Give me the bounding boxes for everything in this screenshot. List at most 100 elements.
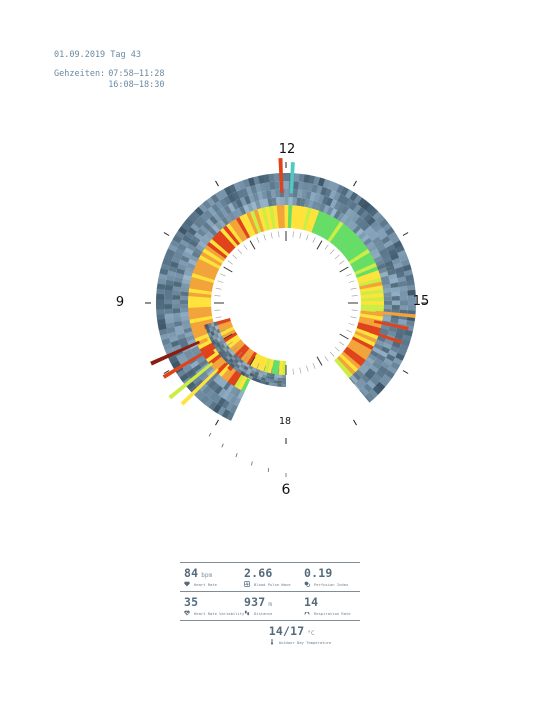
main-ring-pulse-cell (180, 311, 189, 317)
main-ring-pulse-cell (258, 174, 265, 184)
main-ring-pulse-cell (381, 279, 391, 286)
inner-ring-pulse-cell (226, 360, 232, 366)
main-ring-pulse-cell (233, 388, 242, 398)
main-ring-pulse-cell (173, 320, 183, 327)
walking-times-label: Gehzeiten: (54, 69, 106, 79)
main-ring-pulse-cell (199, 224, 209, 234)
inner-ring-pulse-cell (273, 380, 278, 384)
main-ring-pulse-cell (227, 193, 236, 203)
main-ring-pulse-cell (158, 272, 168, 280)
main-ring-pulse-cell (375, 215, 386, 225)
clock-tick (243, 356, 248, 362)
outer-clock-tick (163, 232, 170, 236)
main-ring-pulse-cell (379, 218, 389, 229)
clock-tick (256, 237, 260, 243)
main-ring-pulse-cell (372, 373, 383, 382)
main-ring-hr-bar (187, 271, 215, 283)
clock-tick (214, 309, 221, 311)
main-ring-pulse-cell (407, 289, 416, 296)
main-ring-pulse-cell (189, 254, 199, 263)
distance-label: Distance (254, 610, 273, 616)
heart-rate-unit: bpm (201, 572, 213, 579)
main-ring-pulse-cell (371, 251, 381, 260)
main-ring-pulse-cell (223, 195, 232, 206)
main-ring-pulse-cell (369, 220, 380, 230)
main-ring-hr-bar (188, 284, 213, 292)
main-ring-pulse-cell (205, 388, 215, 399)
main-ring-hr-bar (181, 291, 212, 298)
main-ring-pulse-cell (193, 247, 203, 256)
main-ring-pulse-cell (156, 313, 166, 320)
stats-row-1: 84 bpm Heart Rate 2.66 Blood Pulse Wave (180, 563, 360, 591)
inner-ring-pulse-cell (244, 363, 250, 368)
main-ring-pulse-cell (178, 337, 188, 345)
inner-ring-pulse-cell (264, 381, 270, 386)
main-ring-pulse-cell (382, 316, 391, 323)
main-ring-pulse-cell (356, 207, 366, 217)
main-ring-pulse-cell (187, 338, 197, 346)
main-ring-pulse-cell (229, 404, 238, 414)
clock-tick (270, 367, 273, 374)
main-ring-pulse-cell (385, 353, 396, 362)
main-ring-pulse-cell (333, 210, 342, 220)
main-ring-pulse-cell (255, 183, 262, 193)
main-ring-hr-bar (355, 265, 380, 279)
main-ring-pulse-cell (352, 372, 362, 381)
main-ring-pulse-cell (340, 186, 350, 197)
main-ring-pulse-cell (207, 379, 217, 389)
main-ring-pulse-cell (366, 368, 376, 377)
main-ring-pulse-cell (384, 338, 394, 346)
main-ring-pulse-cell (186, 262, 196, 270)
main-ring-pulse-cell (372, 211, 382, 221)
main-ring-pulse-cell (381, 361, 391, 371)
inner-ring-pulse-cell (246, 367, 252, 373)
main-ring-hr-bar (275, 197, 283, 229)
main-ring-pulse-cell (354, 383, 361, 391)
main-ring-pulse-cell (174, 324, 184, 332)
main-ring-pulse-cell (217, 397, 226, 407)
main-ring-hr-bar (358, 319, 384, 330)
main-ring-pulse-cell (186, 368, 196, 378)
inner-ring-pulse-cell (264, 378, 270, 383)
main-ring-pulse-cell (331, 182, 341, 193)
stats-mid-rule (180, 591, 360, 592)
inner-ring-pulse-cell (207, 331, 213, 338)
main-ring-pulse-cell (372, 236, 382, 245)
highlight-spike (373, 320, 409, 331)
main-ring-pulse-cell (391, 296, 400, 302)
main-ring-pulse-cell (193, 219, 203, 229)
main-ring-pulse-cell (164, 313, 173, 319)
inner-ring-hr-bar (242, 349, 255, 365)
main-ring-pulse-cell (232, 191, 241, 201)
footsteps-icon (244, 610, 250, 616)
trail-tick (251, 461, 253, 466)
main-ring-pulse-cell (217, 406, 226, 417)
main-ring-pulse-cell (231, 200, 240, 210)
clock-tick (339, 341, 345, 346)
inner-ring-pulse-cell (227, 348, 233, 354)
inner-ring-pulse-cell (215, 346, 221, 353)
inner-ring-pulse-cell (254, 371, 260, 376)
main-ring-pulse-cell (284, 181, 290, 190)
main-ring-pulse-cell (209, 215, 219, 225)
main-ring-hr-bar (187, 309, 212, 316)
main-ring-pulse-cell (315, 201, 323, 211)
main-ring-pulse-cell (261, 190, 268, 200)
outer-clock-tick (402, 370, 409, 374)
main-ring-pulse-cell (164, 289, 173, 296)
respiration-rate-value: 14 (304, 595, 319, 609)
main-ring-hr-bar (334, 357, 354, 379)
main-ring-pulse-cell (340, 214, 349, 224)
main-ring-pulse-cell (199, 359, 209, 368)
main-ring-pulse-cell (200, 212, 210, 222)
main-ring-pulse-cell (363, 237, 373, 247)
main-ring-pulse-cell (385, 369, 395, 379)
main-ring-pulse-cell (396, 271, 406, 279)
main-ring-pulse-cell (188, 239, 199, 248)
heart-pulse-icon (184, 610, 190, 616)
inner-ring-pulse-cell (281, 377, 286, 381)
main-ring-pulse-cell (303, 174, 311, 184)
main-ring-pulse-cell (175, 230, 185, 240)
main-ring-pulse-cell (259, 199, 266, 209)
main-ring-hr-bar (212, 231, 234, 252)
